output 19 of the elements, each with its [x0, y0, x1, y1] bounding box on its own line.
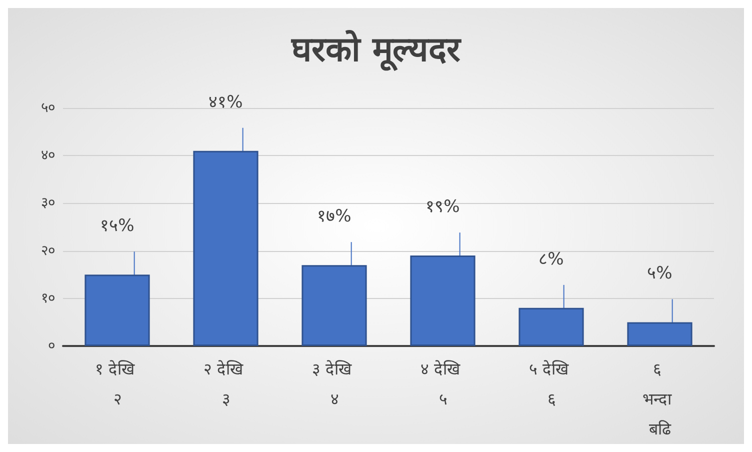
data-label: १७% [317, 206, 352, 227]
y-tick-label: ४० [41, 148, 55, 164]
chart-title: घरको मूल्यदर [290, 29, 462, 72]
y-tick-label: २० [41, 242, 55, 259]
y-tick-label: ० [48, 338, 55, 354]
y-tick-label: ३० [41, 195, 55, 212]
x-tick-label: ४ देखि ५ [420, 360, 465, 408]
data-label: ५% [647, 264, 672, 284]
x-tick-label: ३ देखि ४ [312, 360, 356, 408]
data-label: ८% [538, 249, 564, 270]
data-label: १९% [426, 197, 460, 218]
x-tick-label: ६ भन्दा बढि [642, 360, 677, 438]
data-label: ४१% [208, 92, 243, 112]
x-tick-label: २ देखि ३ [204, 360, 248, 408]
x-tick-label: ५ देखि ६ [529, 360, 574, 408]
x-tick-label: १ देखि २ [95, 360, 140, 408]
y-tick-label: ५० [41, 100, 55, 116]
y-tick-label: १० [41, 290, 55, 306]
data-label: १५% [100, 216, 134, 236]
